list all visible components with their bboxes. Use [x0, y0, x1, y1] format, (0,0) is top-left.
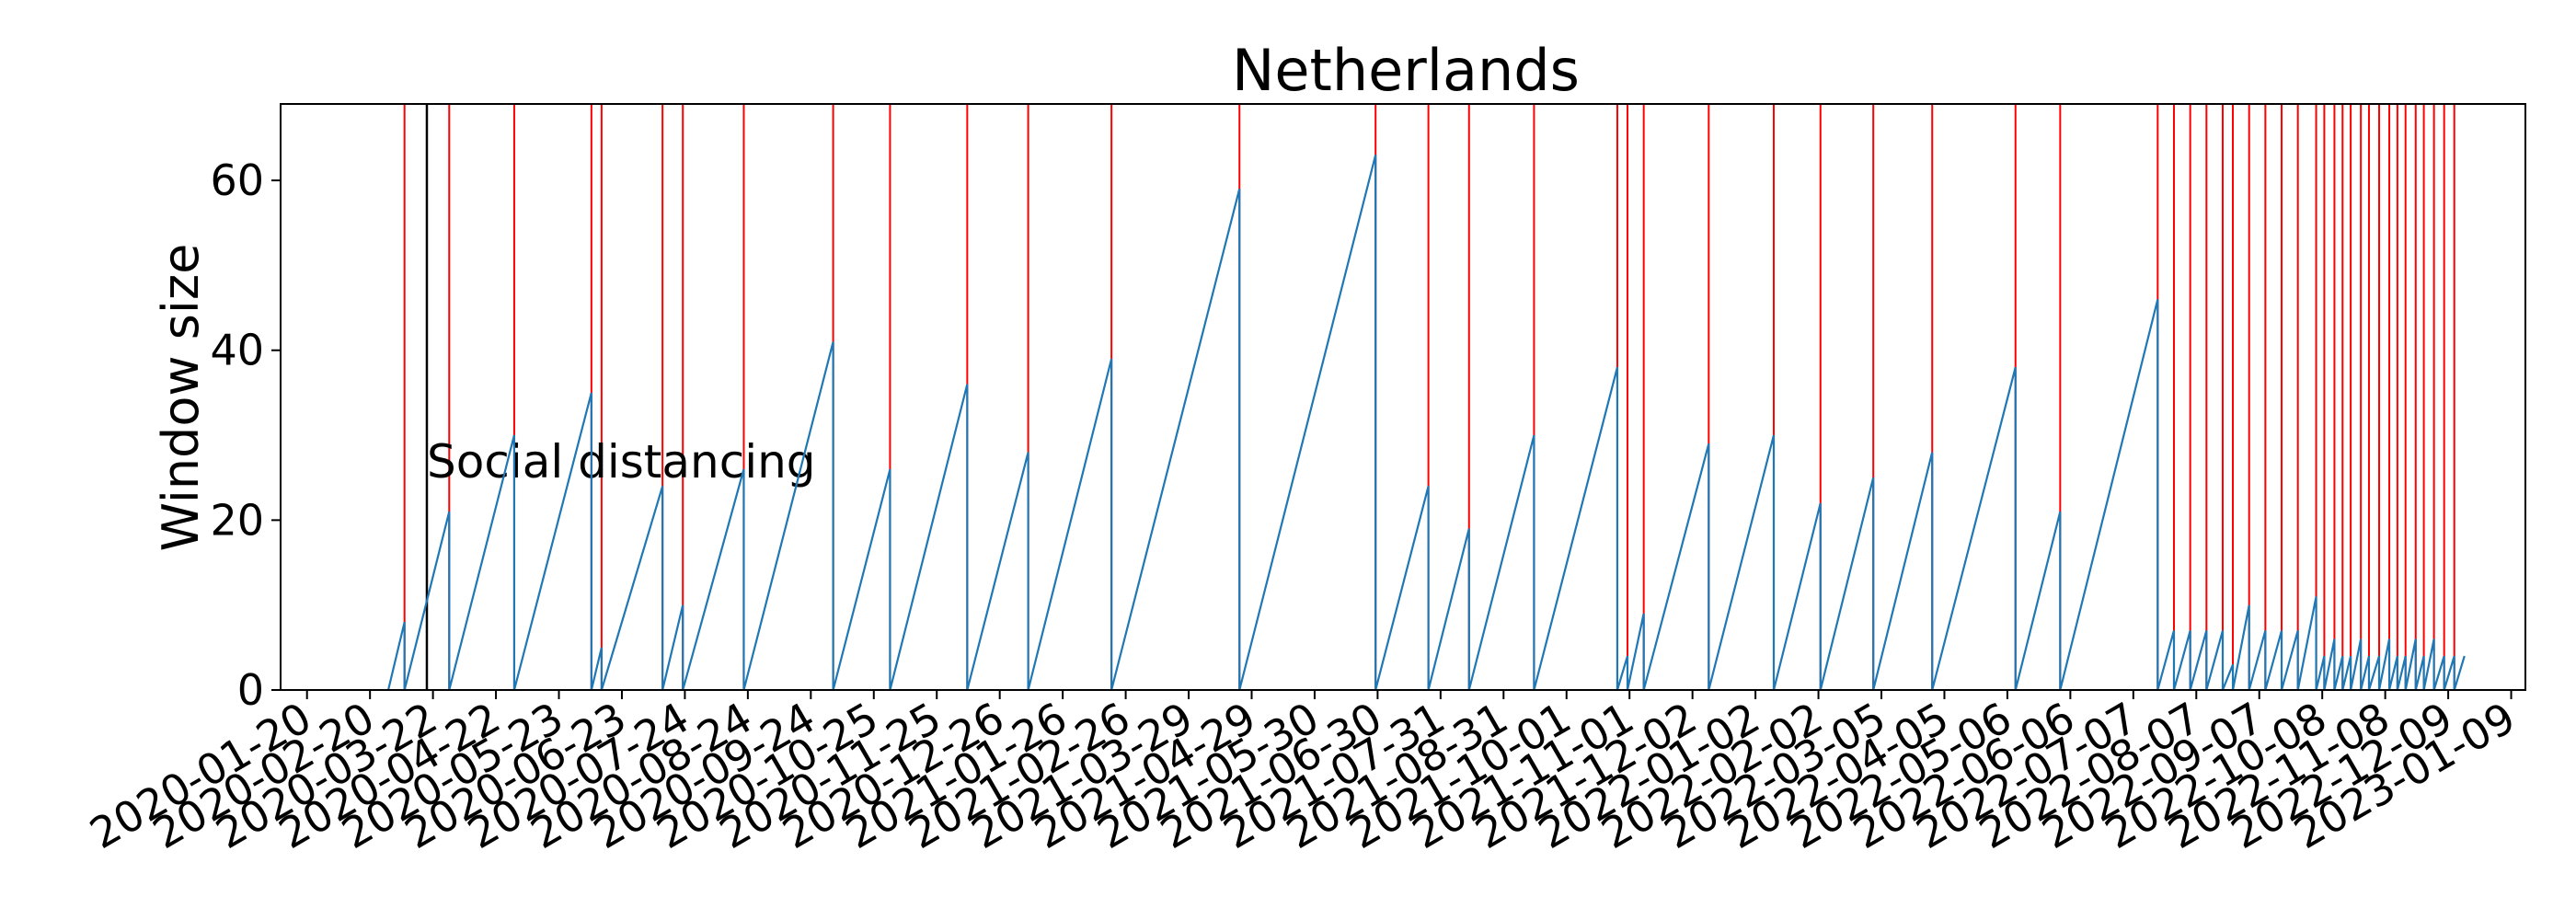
- x-axis-ticks: 2020-01-202020-02-202020-03-222020-04-22…: [82, 690, 2524, 858]
- plot-frame: [280, 103, 2526, 691]
- y-tick-label-0: 0: [237, 665, 264, 715]
- y-axis-title: Window size: [152, 244, 210, 552]
- y-tick-label-40: 40: [210, 326, 264, 375]
- window-size-series-line: [386, 155, 2466, 691]
- social-distancing-annotation: Social distancing: [425, 104, 816, 690]
- y-axis-ticks: 0 20 40 60: [210, 155, 281, 715]
- y-tick-label-60: 60: [210, 155, 264, 205]
- y-tick-label-20: 20: [210, 495, 264, 545]
- red-vlines: [403, 104, 2455, 690]
- annotation-label: Social distancing: [427, 435, 816, 489]
- chart-title: Netherlands: [1232, 37, 1580, 104]
